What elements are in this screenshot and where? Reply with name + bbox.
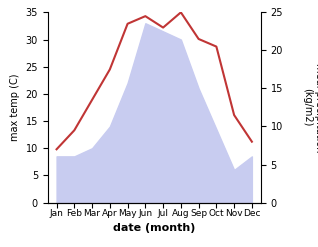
- Y-axis label: max temp (C): max temp (C): [10, 74, 20, 141]
- Y-axis label: med. precipitation
(kg/m2): med. precipitation (kg/m2): [302, 63, 318, 152]
- X-axis label: date (month): date (month): [113, 223, 196, 233]
